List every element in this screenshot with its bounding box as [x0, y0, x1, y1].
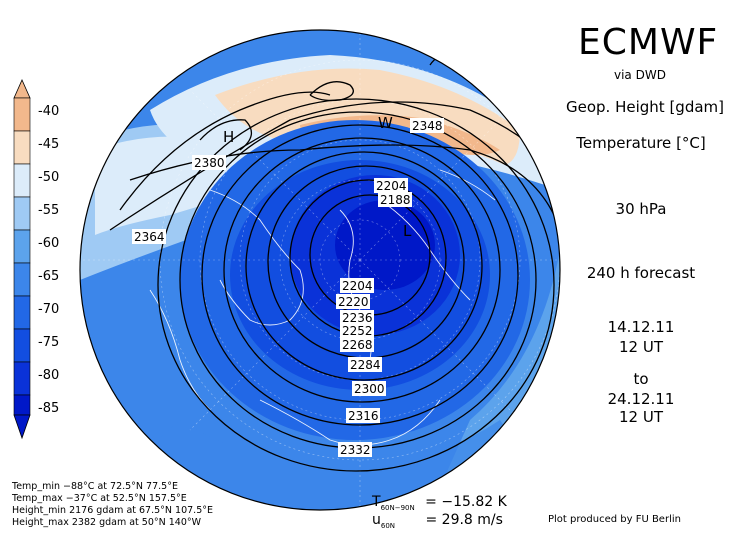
colorbar: -40 -45 -50 -55 -60 -65 -70 -75 -80 -85 — [13, 79, 59, 440]
colorbar-label: -45 — [38, 137, 59, 152]
model-title: ECMWF — [578, 22, 719, 63]
pressure-level: 30 hPa — [615, 200, 667, 218]
field-label-height: Geop. Height [gdam] — [566, 98, 724, 116]
map-disk — [80, 30, 560, 510]
contour-label: 2332 — [338, 442, 372, 457]
field-unit: [gdam] — [669, 98, 725, 116]
svg-text:2316: 2316 — [348, 409, 379, 423]
valid-time: 12 UT — [619, 408, 663, 426]
contour-label: 2380 — [192, 155, 226, 170]
colorbar-label: -80 — [38, 368, 59, 383]
colorbar-segment — [13, 130, 31, 165]
field-label-temperature: Temperature [°C] — [566, 134, 716, 152]
contour-label: 2316 — [346, 408, 380, 423]
contour-label: 2348 — [410, 118, 444, 133]
colorbar-segment — [13, 229, 31, 264]
contour-label: 2268 — [340, 337, 374, 352]
temperature-diagnostic: T60N−90N = −15.82 K — [372, 494, 507, 512]
colorbar-segment — [13, 394, 31, 416]
forecast-step: 240 h forecast — [586, 264, 696, 282]
u-subscript: 60N — [380, 521, 396, 530]
svg-text:2204: 2204 — [342, 279, 373, 293]
field-unit: [°C] — [676, 134, 706, 152]
field-name: Temperature — [576, 134, 672, 152]
colorbar-label: -50 — [38, 170, 59, 185]
svg-text:2332: 2332 — [340, 443, 371, 457]
contour-label: 2300 — [352, 381, 386, 396]
t-value: = −15.82 K — [425, 494, 507, 510]
colorbar-label: -65 — [38, 269, 59, 284]
contour-label: 2204 — [374, 178, 408, 193]
colorbar-label: -70 — [38, 302, 59, 317]
map-border — [79, 29, 561, 511]
svg-text:2364: 2364 — [134, 230, 165, 244]
colorbar-segment — [13, 262, 31, 297]
to-label: to — [633, 370, 649, 388]
credit-text: Plot produced by FU Berlin — [548, 514, 681, 525]
svg-text:2380: 2380 — [194, 156, 225, 170]
colorbar-label: -75 — [38, 335, 59, 350]
colorbar-bottom-arrow — [13, 414, 31, 440]
colorbar-segment — [13, 97, 31, 132]
contour-label: 2204 — [340, 278, 374, 293]
u-symbol: u — [372, 512, 381, 528]
colorbar-segment — [13, 361, 31, 396]
svg-text:2284: 2284 — [350, 358, 381, 372]
svg-text:2204: 2204 — [376, 179, 407, 193]
contour-label: 2252 — [340, 323, 374, 338]
svg-text:2252: 2252 — [342, 324, 373, 338]
colorbar-segment — [13, 196, 31, 231]
temp-max-stat: Temp_max −37°C at 52.5°N 157.5°E — [12, 493, 187, 504]
contour-label: 2188 — [378, 192, 412, 207]
colorbar-segment — [13, 328, 31, 363]
t-subscript: 60N−90N — [380, 503, 415, 512]
low-marker: L — [403, 222, 412, 240]
svg-text:2236: 2236 — [342, 311, 373, 325]
u-value: = 29.8 m/s — [425, 512, 503, 528]
high-marker: H — [223, 128, 234, 146]
contour-label: 2284 — [348, 357, 382, 372]
colorbar-label: -60 — [38, 236, 59, 251]
init-time: 12 UT — [619, 338, 663, 356]
svg-text:2188: 2188 — [380, 193, 411, 207]
contour-label: 2364 — [132, 229, 166, 244]
svg-text:2300: 2300 — [354, 382, 385, 396]
colorbar-segment — [13, 163, 31, 198]
colorbar-top-arrow — [13, 79, 31, 99]
contour-label: 2220 — [336, 294, 370, 309]
t-symbol: T — [372, 494, 381, 510]
field-name: Geop. Height — [566, 98, 665, 116]
height-max-stat: Height_max 2382 gdam at 50°N 140°W — [12, 517, 202, 528]
colorbar-label: -40 — [38, 104, 59, 119]
valid-date: 24.12.11 — [607, 390, 675, 408]
svg-text:2348: 2348 — [412, 119, 443, 133]
source-label: via DWD — [614, 68, 666, 82]
svg-text:2220: 2220 — [338, 295, 369, 309]
temp-min-stat: Temp_min −88°C at 72.5°N 77.5°E — [12, 481, 178, 492]
height-min-stat: Height_min 2176 gdam at 67.5°N 107.5°E — [12, 505, 213, 516]
colorbar-segment — [13, 295, 31, 330]
warm-marker: W — [378, 114, 393, 132]
contour-label: 2236 — [340, 310, 374, 325]
colorbar-label: -55 — [38, 203, 59, 218]
wind-diagnostic: u60N = 29.8 m/s — [372, 512, 503, 530]
init-date: 14.12.11 — [607, 318, 675, 336]
colorbar-label: -85 — [38, 401, 59, 416]
svg-text:2268: 2268 — [342, 338, 373, 352]
